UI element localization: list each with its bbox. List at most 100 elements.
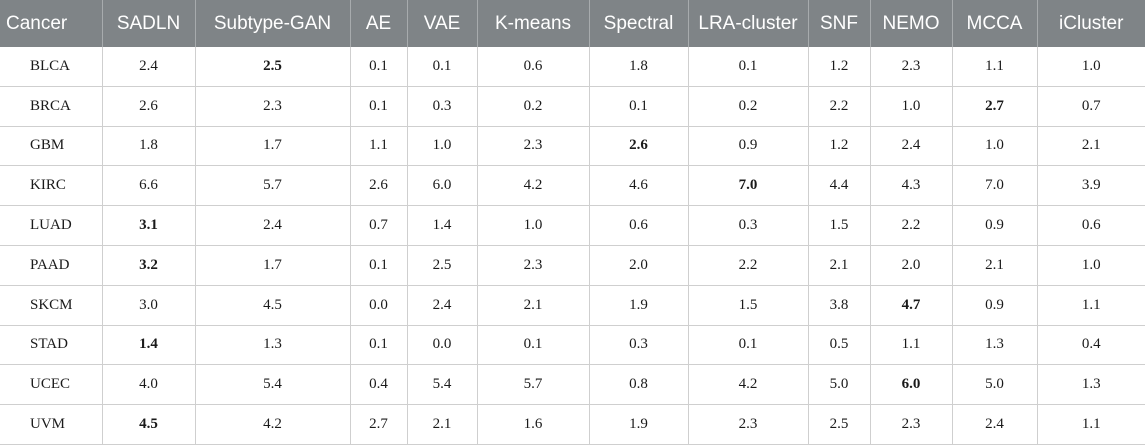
row-label-cell: GBM xyxy=(0,126,103,167)
value-cell: 0.7 xyxy=(350,205,408,246)
row-label-cell: SKCM xyxy=(0,285,103,326)
value-cell: 7.0 xyxy=(952,165,1038,207)
value-cell: 2.5 xyxy=(195,47,351,87)
value-cell: 3.8 xyxy=(808,285,871,326)
value-cell: 1.8 xyxy=(102,126,196,167)
row-label-cell: LUAD xyxy=(0,205,103,246)
value-cell: 4.0 xyxy=(102,364,196,406)
column-header: VAE xyxy=(407,0,478,47)
value-cell: 0.1 xyxy=(688,47,809,87)
table-row: BRCA 2.6 2.3 0.1 0.3 0.2 0.1 0.2 2.2 1.0 2.7 0.7 xyxy=(0,86,1145,127)
value-cell: 0.9 xyxy=(688,126,809,167)
value-cell: 0.7 xyxy=(1037,86,1145,127)
value-cell: 1.8 xyxy=(589,47,689,87)
value-cell: 5.0 xyxy=(808,364,871,406)
value-cell: 6.6 xyxy=(102,165,196,207)
value-cell: 2.4 xyxy=(952,404,1038,445)
value-cell: 1.3 xyxy=(952,325,1038,366)
value-cell: 0.9 xyxy=(952,205,1038,246)
value-cell: 2.3 xyxy=(195,86,351,127)
value-cell: 5.4 xyxy=(195,364,351,406)
value-cell: 5.7 xyxy=(477,364,590,406)
value-cell: 4.5 xyxy=(195,285,351,326)
value-cell: 2.0 xyxy=(870,245,953,286)
value-cell: 3.9 xyxy=(1037,165,1145,207)
value-cell: 1.0 xyxy=(1037,245,1145,286)
table-row: STAD 1.4 1.3 0.1 0.0 0.1 0.3 0.1 0.5 1.1 1.3 0.4 xyxy=(0,325,1145,366)
value-cell: 0.9 xyxy=(952,285,1038,326)
column-header: NEMO xyxy=(870,0,953,47)
value-cell: 6.0 xyxy=(870,364,953,406)
value-cell: 2.4 xyxy=(195,205,351,246)
value-cell: 2.0 xyxy=(589,245,689,286)
value-cell: 4.4 xyxy=(808,165,871,207)
value-cell: 0.1 xyxy=(589,86,689,127)
column-header: SADLN xyxy=(102,0,196,47)
table-row: KIRC 6.6 5.7 2.6 6.0 4.2 4.6 7.0 4.4 4.3 7.0 3.9 xyxy=(0,165,1145,207)
value-cell: 0.4 xyxy=(1037,325,1145,366)
column-header: SNF xyxy=(808,0,871,47)
value-cell: 2.7 xyxy=(952,86,1038,127)
value-cell: 0.1 xyxy=(477,325,590,366)
value-cell: 0.6 xyxy=(589,205,689,246)
value-cell: 3.0 xyxy=(102,285,196,326)
value-cell: 2.3 xyxy=(688,404,809,445)
value-cell: 1.7 xyxy=(195,126,351,167)
row-label-cell: UCEC xyxy=(0,364,103,406)
column-header: LRA-cluster xyxy=(688,0,809,47)
table-row: SKCM 3.0 4.5 0.0 2.4 2.1 1.9 1.5 3.8 4.7 0.9 1.1 xyxy=(0,285,1145,326)
value-cell: 0.3 xyxy=(589,325,689,366)
table-body: BLCA 2.4 2.5 0.1 0.1 0.6 1.8 0.1 1.2 2.3 1.1 1.0 BRC… xyxy=(0,47,1145,445)
value-cell: 0.0 xyxy=(407,325,478,366)
column-header: Spectral xyxy=(589,0,689,47)
value-cell: 2.5 xyxy=(808,404,871,445)
value-cell: 4.3 xyxy=(870,165,953,207)
row-label-cell: PAAD xyxy=(0,245,103,286)
value-cell: 2.6 xyxy=(350,165,408,207)
column-header: MCCA xyxy=(952,0,1038,47)
value-cell: 2.3 xyxy=(870,47,953,87)
value-cell: 1.2 xyxy=(808,126,871,167)
header-row: Cancer SADLN Subtype-GAN AE VAE K-means Spectr… xyxy=(0,0,1145,47)
value-cell: 1.9 xyxy=(589,404,689,445)
value-cell: 2.6 xyxy=(102,86,196,127)
value-cell: 1.9 xyxy=(589,285,689,326)
value-cell: 2.3 xyxy=(477,245,590,286)
value-cell: 1.5 xyxy=(808,205,871,246)
value-cell: 5.4 xyxy=(407,364,478,406)
value-cell: 4.2 xyxy=(688,364,809,406)
value-cell: 1.6 xyxy=(477,404,590,445)
value-cell: 2.6 xyxy=(589,126,689,167)
value-cell: 2.5 xyxy=(407,245,478,286)
value-cell: 0.3 xyxy=(688,205,809,246)
value-cell: 0.1 xyxy=(350,325,408,366)
value-cell: 0.0 xyxy=(350,285,408,326)
value-cell: 3.2 xyxy=(102,245,196,286)
value-cell: 0.2 xyxy=(688,86,809,127)
value-cell: 4.5 xyxy=(102,404,196,445)
value-cell: 2.3 xyxy=(477,126,590,167)
value-cell: 1.3 xyxy=(195,325,351,366)
value-cell: 2.1 xyxy=(407,404,478,445)
table-row: LUAD 3.1 2.4 0.7 1.4 1.0 0.6 0.3 1.5 2.2 0.9 0.6 xyxy=(0,205,1145,246)
value-cell: 2.1 xyxy=(952,245,1038,286)
table-row: PAAD 3.2 1.7 0.1 2.5 2.3 2.0 2.2 2.1 2.0 2.1 1.0 xyxy=(0,245,1145,286)
value-cell: 1.1 xyxy=(870,325,953,366)
value-cell: 7.0 xyxy=(688,165,809,207)
value-cell: 2.7 xyxy=(350,404,408,445)
value-cell: 2.2 xyxy=(808,86,871,127)
value-cell: 1.3 xyxy=(1037,364,1145,406)
value-cell: 1.0 xyxy=(952,126,1038,167)
value-cell: 2.4 xyxy=(407,285,478,326)
value-cell: 1.1 xyxy=(952,47,1038,87)
value-cell: 1.4 xyxy=(102,325,196,366)
value-cell: 0.1 xyxy=(350,245,408,286)
column-header: K-means xyxy=(477,0,590,47)
value-cell: 1.0 xyxy=(477,205,590,246)
value-cell: 4.7 xyxy=(870,285,953,326)
value-cell: 6.0 xyxy=(407,165,478,207)
value-cell: 1.1 xyxy=(1037,285,1145,326)
value-cell: 0.1 xyxy=(350,47,408,87)
value-cell: 5.7 xyxy=(195,165,351,207)
value-cell: 0.3 xyxy=(407,86,478,127)
